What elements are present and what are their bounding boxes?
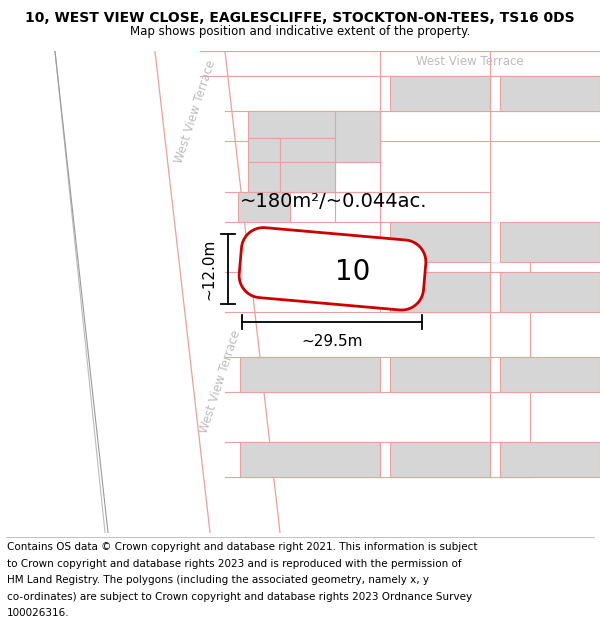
Text: ~29.5m: ~29.5m	[301, 334, 363, 349]
Polygon shape	[500, 222, 600, 262]
Polygon shape	[500, 76, 600, 111]
Polygon shape	[280, 161, 335, 192]
Polygon shape	[280, 139, 335, 161]
Polygon shape	[240, 442, 380, 478]
Polygon shape	[248, 111, 335, 139]
Polygon shape	[390, 442, 490, 478]
Text: ~12.0m: ~12.0m	[201, 238, 216, 299]
Text: HM Land Registry. The polygons (including the associated geometry, namely x, y: HM Land Registry. The polygons (includin…	[7, 575, 429, 585]
Text: co-ordinates) are subject to Crown copyright and database rights 2023 Ordnance S: co-ordinates) are subject to Crown copyr…	[7, 592, 472, 602]
Polygon shape	[240, 357, 380, 392]
Text: 10: 10	[335, 258, 370, 286]
Polygon shape	[390, 76, 490, 111]
Polygon shape	[239, 228, 426, 310]
Text: West View Terrace: West View Terrace	[197, 329, 243, 435]
Polygon shape	[500, 442, 600, 478]
Text: ~180m²/~0.044ac.: ~180m²/~0.044ac.	[240, 192, 427, 211]
Polygon shape	[238, 192, 290, 222]
Polygon shape	[500, 357, 600, 392]
Text: to Crown copyright and database rights 2023 and is reproduced with the permissio: to Crown copyright and database rights 2…	[7, 559, 462, 569]
Polygon shape	[335, 111, 380, 161]
Polygon shape	[390, 222, 490, 262]
Polygon shape	[390, 272, 490, 312]
Polygon shape	[390, 357, 490, 392]
Text: West View Terrace: West View Terrace	[416, 55, 524, 68]
Text: 100026316.: 100026316.	[7, 608, 70, 618]
Polygon shape	[248, 161, 280, 192]
Polygon shape	[500, 272, 600, 312]
Text: Contains OS data © Crown copyright and database right 2021. This information is : Contains OS data © Crown copyright and d…	[7, 542, 478, 552]
Text: Map shows position and indicative extent of the property.: Map shows position and indicative extent…	[130, 25, 470, 38]
Text: West View Terrace: West View Terrace	[172, 58, 218, 164]
Polygon shape	[248, 139, 280, 161]
Text: 10, WEST VIEW CLOSE, EAGLESCLIFFE, STOCKTON-ON-TEES, TS16 0DS: 10, WEST VIEW CLOSE, EAGLESCLIFFE, STOCK…	[25, 11, 575, 25]
